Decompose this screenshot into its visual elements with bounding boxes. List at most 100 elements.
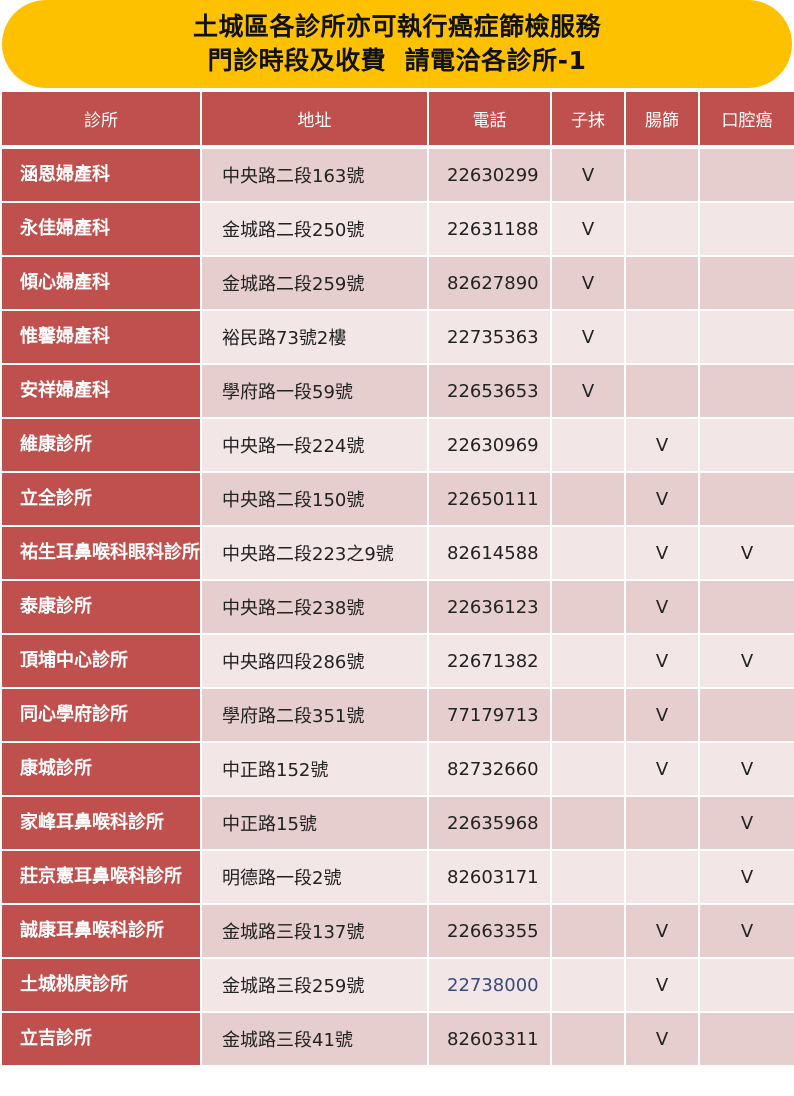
table-row: 惟馨婦產科 裕民路73號2樓 22735363 V (0, 309, 794, 365)
address: 金城路三段41號 (200, 1011, 429, 1067)
phone: 22636123 (427, 579, 552, 635)
address: 學府路一段59號 (200, 363, 429, 419)
address: 金城路二段250號 (200, 201, 429, 257)
clinic-name: 惟馨婦產科 (0, 309, 202, 365)
address: 中央路二段238號 (200, 579, 429, 635)
clinic-name: 泰康診所 (0, 579, 202, 635)
table-row: 永佳婦產科 金城路二段250號 22631188 V (0, 201, 794, 257)
oral-check (698, 687, 794, 743)
phone: 82603171 (427, 849, 552, 905)
phone: 22653653 (427, 363, 552, 419)
table-row: 傾心婦產科 金城路二段259號 82627890 V (0, 255, 794, 311)
colon-check: V (624, 471, 700, 527)
table-row: 立全診所 中央路二段150號 22650111 V (0, 471, 794, 527)
table-row: 家峰耳鼻喉科診所 中正路15號 22635968 V (0, 795, 794, 851)
pap-check (550, 741, 626, 797)
colon-check: V (624, 741, 700, 797)
colon-check (624, 849, 700, 905)
clinic-name: 土城桃庚診所 (0, 957, 202, 1013)
address: 金城路二段259號 (200, 255, 429, 311)
oral-check (698, 417, 794, 473)
header-oral: 口腔癌 (698, 90, 794, 149)
pap-check (550, 633, 626, 689)
clinic-name: 立全診所 (0, 471, 202, 527)
phone: 82614588 (427, 525, 552, 581)
oral-check (698, 146, 794, 203)
clinic-name: 同心學府診所 (0, 687, 202, 743)
pap-check (550, 903, 626, 959)
address: 裕民路73號2樓 (200, 309, 429, 365)
pap-check (550, 795, 626, 851)
table-row: 涵恩婦產科 中央路二段163號 22630299 V (0, 146, 794, 203)
pap-check: V (550, 146, 626, 203)
table-row: 莊京憲耳鼻喉科診所 明德路一段2號 82603171 V (0, 849, 794, 905)
header-pap: 子抹 (550, 90, 626, 149)
pap-check (550, 687, 626, 743)
table-row: 泰康診所 中央路二段238號 22636123 V (0, 579, 794, 635)
phone: 82627890 (427, 255, 552, 311)
table-row: 維康診所 中央路一段224號 22630969 V (0, 417, 794, 473)
address: 中央路二段163號 (200, 146, 429, 203)
table-row: 同心學府診所 學府路二段351號 77179713 V (0, 687, 794, 743)
phone: 22635968 (427, 795, 552, 851)
clinic-table: 診所 地址 電話 子抹 腸篩 口腔癌 涵恩婦產科 中央路二段163號 2263029… (0, 90, 794, 1067)
table-row: 誠康耳鼻喉科診所 金城路三段137號 22663355 V V (0, 903, 794, 959)
colon-check: V (624, 903, 700, 959)
table-row: 頂埔中心診所 中央路四段286號 22671382 V V (0, 633, 794, 689)
pap-check (550, 579, 626, 635)
clinic-name: 涵恩婦產科 (0, 146, 202, 203)
address: 中正路15號 (200, 795, 429, 851)
clinic-name: 誠康耳鼻喉科診所 (0, 903, 202, 959)
oral-check: V (698, 795, 794, 851)
table-row: 安祥婦產科 學府路一段59號 22653653 V (0, 363, 794, 419)
pap-check: V (550, 363, 626, 419)
oral-check (698, 255, 794, 311)
address: 金城路三段259號 (200, 957, 429, 1013)
colon-check: V (624, 633, 700, 689)
colon-check (624, 363, 700, 419)
clinic-name: 永佳婦產科 (0, 201, 202, 257)
pap-check (550, 525, 626, 581)
pap-check: V (550, 255, 626, 311)
colon-check (624, 795, 700, 851)
colon-check (624, 309, 700, 365)
clinic-name: 祐生耳鼻喉科眼科診所 (0, 525, 202, 581)
phone: 82732660 (427, 741, 552, 797)
oral-check: V (698, 903, 794, 959)
pap-check (550, 957, 626, 1013)
colon-check (624, 255, 700, 311)
header-phone: 電話 (427, 90, 552, 149)
table-row: 祐生耳鼻喉科眼科診所 中央路二段223之9號 82614588 V V (0, 525, 794, 581)
pap-check (550, 849, 626, 905)
phone: 22663355 (427, 903, 552, 959)
colon-check: V (624, 1011, 700, 1067)
colon-check: V (624, 525, 700, 581)
colon-check: V (624, 417, 700, 473)
address: 學府路二段351號 (200, 687, 429, 743)
oral-check: V (698, 741, 794, 797)
clinic-name: 傾心婦產科 (0, 255, 202, 311)
phone: 22631188 (427, 201, 552, 257)
address: 中央路二段150號 (200, 471, 429, 527)
colon-check (624, 201, 700, 257)
address: 中央路四段286號 (200, 633, 429, 689)
table-row: 土城桃庚診所 金城路三段259號 22738000 V (0, 957, 794, 1013)
title-line-1: 土城區各診所亦可執行癌症篩檢服務 (192, 12, 601, 41)
phone: 22671382 (427, 633, 552, 689)
header-colon: 腸篩 (624, 90, 700, 149)
phone: 22735363 (427, 309, 552, 365)
oral-check: V (698, 525, 794, 581)
header-address: 地址 (200, 90, 429, 149)
clinic-name: 維康診所 (0, 417, 202, 473)
pap-check (550, 471, 626, 527)
oral-check (698, 201, 794, 257)
phone: 22650111 (427, 471, 552, 527)
colon-check (624, 146, 700, 203)
pap-check: V (550, 309, 626, 365)
clinic-name: 莊京憲耳鼻喉科診所 (0, 849, 202, 905)
clinic-name: 立吉診所 (0, 1011, 202, 1067)
phone: 22738000 (427, 957, 552, 1013)
address: 中央路一段224號 (200, 417, 429, 473)
phone: 77179713 (427, 687, 552, 743)
colon-check: V (624, 957, 700, 1013)
